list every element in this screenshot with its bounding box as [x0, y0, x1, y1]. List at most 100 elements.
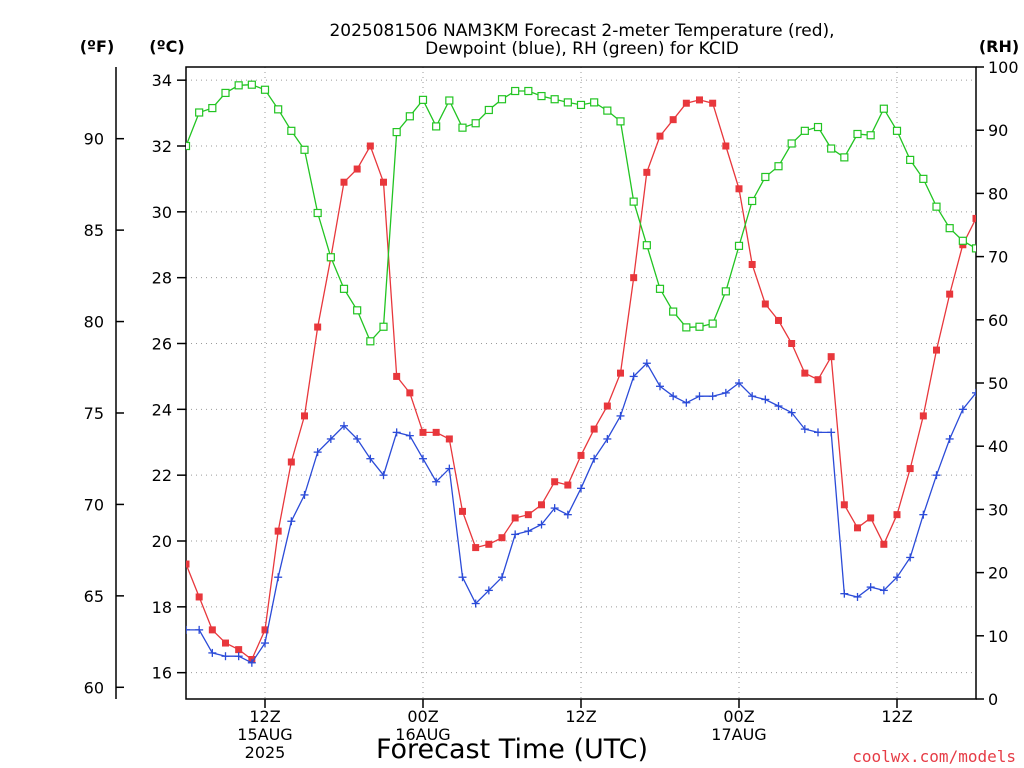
rh-point: [195, 108, 204, 117]
dewpoint-point: [735, 379, 743, 387]
2-meter-temperature-point: [564, 481, 572, 489]
dewpoint-point: [932, 471, 941, 480]
2-meter-temperature-point: [432, 428, 440, 436]
dewpoint-point: [366, 454, 375, 463]
dewpoint-point: [313, 448, 322, 457]
dewpoint-point: [669, 392, 678, 401]
2-meter-temperature-point: [340, 178, 348, 186]
dewpoint-point: [708, 392, 717, 401]
celsius-tick-label: 20: [152, 532, 172, 551]
rh-point: [853, 129, 862, 139]
rh-point: [186, 141, 191, 151]
2-meter-temperature-point: [722, 142, 730, 150]
rh-point: [379, 322, 388, 331]
rh-point: [655, 284, 665, 293]
dewpoint-point: [379, 471, 388, 480]
rh-point: [734, 241, 744, 250]
rh-tick-label: 30: [988, 500, 1008, 519]
2-meter-temperature-point: [630, 274, 638, 282]
dewpoint-point: [879, 586, 888, 595]
celsius-tick-label: 22: [152, 466, 172, 485]
2-meter-temperature-point: [406, 389, 414, 397]
2-meter-temperature-point: [840, 501, 848, 509]
2-meter-temperature-point: [946, 290, 954, 298]
rh-tick-label: 100: [988, 58, 1019, 77]
2-meter-temperature-point: [761, 300, 769, 308]
dewpoint-point: [261, 639, 269, 648]
rh-tick-label: 80: [988, 184, 1008, 203]
rh-point: [497, 95, 507, 104]
2-meter-temperature-point: [801, 369, 809, 377]
rh-point: [840, 153, 849, 162]
celsius-tick-label: 24: [152, 400, 172, 419]
2-meter-temperature-point: [186, 560, 190, 568]
2-meter-temperature-point: [827, 353, 835, 361]
2-meter-temperature-point: [287, 458, 295, 466]
rh-point: [682, 323, 691, 332]
rh-tick-label: 70: [988, 248, 1008, 267]
rh-point: [221, 88, 230, 98]
rh-point: [208, 103, 217, 113]
2-meter-temperature-point: [498, 534, 506, 542]
x-tick-label: 2025: [245, 743, 286, 762]
dewpoint-point: [484, 586, 493, 595]
2-meter-temperature-point: [393, 372, 401, 380]
rh-point: [879, 104, 888, 113]
celsius-tick-label: 30: [152, 203, 172, 222]
2-meter-temperature-point: [261, 626, 269, 634]
2-meter-temperature-point: [788, 340, 796, 347]
rh-point: [971, 244, 976, 253]
2-meter-temperature-point: [709, 99, 717, 107]
dewpoint-point: [603, 434, 612, 443]
rh-point: [366, 337, 375, 346]
dewpoint-point: [405, 431, 414, 440]
2-meter-temperature-point: [919, 412, 927, 420]
dewpoint-point: [274, 573, 283, 582]
dewpoint-point: [392, 428, 401, 437]
2-meter-temperature-point: [380, 178, 387, 186]
2-meter-temperature-point: [906, 465, 914, 473]
rh-point: [603, 106, 612, 115]
rh-point: [300, 145, 309, 154]
fahrenheit-tick-label: 60: [84, 678, 104, 697]
celsius-tick-label: 16: [152, 664, 172, 683]
rh-point: [313, 208, 322, 218]
2-meter-temperature-point: [748, 261, 756, 268]
rh-point: [445, 96, 454, 105]
dewpoint-point: [419, 454, 427, 463]
2-meter-temperature-point: [419, 428, 427, 436]
chart-title-line-1: 2025081506 NAM3KM Forecast 2-meter Tempe…: [329, 21, 834, 41]
celsius-tick-label: 34: [152, 71, 172, 90]
dewpoint-point: [577, 484, 585, 493]
rh-point: [629, 197, 638, 206]
2-meter-temperature-point: [696, 96, 703, 104]
dewpoint-point: [656, 382, 664, 391]
dewpoint-point: [893, 573, 901, 582]
dewpoint-point: [186, 625, 190, 634]
x-tick-label: 17AUG: [711, 725, 766, 744]
dewpoint-point: [300, 490, 309, 499]
2-meter-temperature-point: [577, 451, 585, 459]
dewpoint-point: [906, 553, 915, 562]
2-meter-temperature-point: [933, 346, 940, 354]
rh-point: [721, 287, 730, 296]
2-meter-temperature-point: [195, 593, 203, 601]
rh-tick-label: 20: [988, 564, 1008, 583]
fahrenheit-tick-label: 75: [84, 404, 104, 423]
dewpoint-point: [221, 652, 230, 661]
dewpoint-point: [774, 402, 783, 411]
rh-point: [590, 98, 599, 107]
celsius-tick-label: 18: [152, 598, 172, 617]
chart-title-line-2: Dewpoint (blue), RH (green) for KCID: [425, 39, 739, 59]
rh-point: [787, 139, 796, 148]
dewpoint-point: [432, 477, 441, 486]
rh-point: [326, 253, 335, 262]
x-tick-label: 12Z: [565, 707, 596, 726]
2-meter-temperature-point: [854, 524, 861, 532]
rh-point: [945, 224, 954, 233]
dewpoint-point: [195, 625, 204, 634]
dewpoint-point: [853, 592, 862, 601]
rh-point: [563, 98, 572, 107]
dewpoint-point: [537, 520, 546, 529]
dewpoint-point: [958, 405, 967, 414]
